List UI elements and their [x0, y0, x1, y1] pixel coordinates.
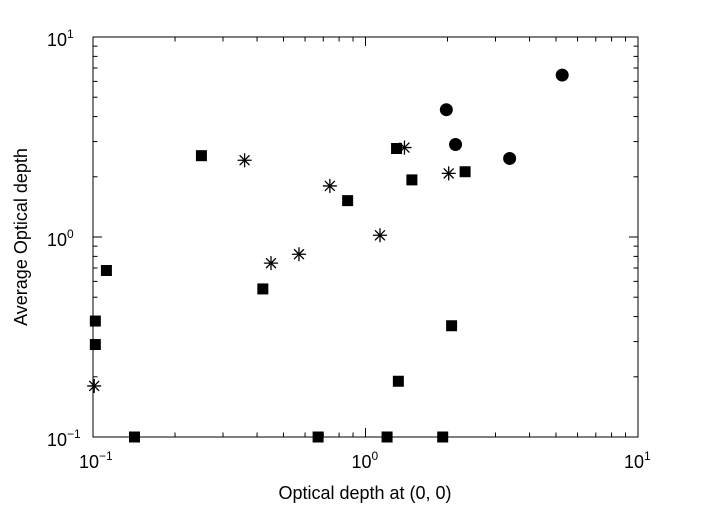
asterisk-point — [263, 256, 279, 271]
square-point — [437, 431, 449, 443]
square-point — [392, 375, 404, 387]
square-point — [195, 150, 207, 162]
circle-point — [503, 151, 517, 165]
square-point — [257, 283, 269, 295]
asterisk-point — [441, 166, 456, 181]
plot-frame — [92, 36, 639, 438]
square-point — [342, 195, 354, 207]
square-point — [128, 431, 140, 443]
x-tick-label: 100 — [352, 449, 379, 472]
square-point — [312, 431, 324, 443]
tick-labels: 10−1 100 101 10−1 100 101 — [47, 27, 651, 472]
circle-point — [555, 68, 569, 82]
asterisk-point — [397, 140, 412, 155]
asterisk-point — [322, 178, 338, 194]
square-point — [406, 174, 418, 186]
square-point — [446, 320, 458, 332]
square-point — [381, 431, 393, 443]
asterisk-point — [372, 228, 388, 243]
square-point — [89, 339, 101, 351]
asterisk-point — [87, 378, 102, 394]
square-point — [100, 264, 112, 276]
y-tick-label: 10−1 — [47, 427, 81, 450]
square-point — [459, 166, 471, 178]
axis-ticks — [92, 36, 639, 438]
x-tick-label: 101 — [624, 449, 651, 472]
data-points — [87, 68, 569, 443]
y-tick-label: 100 — [47, 227, 74, 250]
x-tick-label: 10−1 — [79, 449, 113, 472]
y-axis-label: Average Optical depth — [11, 148, 31, 326]
square-point — [391, 143, 403, 155]
x-axis-label: Optical depth at (0, 0) — [278, 483, 451, 503]
asterisk-point — [237, 153, 252, 168]
circle-point — [449, 138, 463, 152]
y-tick-label: 101 — [47, 27, 74, 50]
circle-point — [439, 103, 453, 117]
asterisk-point — [291, 247, 307, 262]
square-point — [89, 315, 101, 327]
